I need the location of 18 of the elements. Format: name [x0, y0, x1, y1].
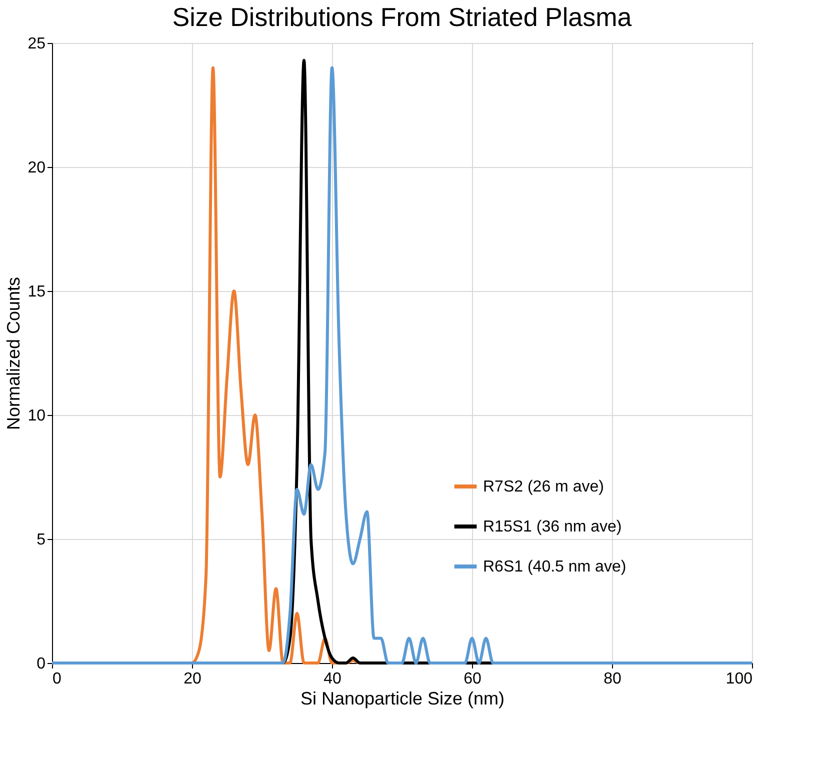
y-axis-title: Normalized Counts	[4, 276, 24, 430]
legend-label: R15S1 (36 nm ave)	[483, 518, 622, 536]
y-tick-label: 25	[28, 36, 46, 52]
x-axis-title: Si Nanoparticle Size (nm)	[300, 688, 505, 708]
x-tick-label: 100	[726, 670, 753, 688]
x-tick-label: 60	[464, 670, 482, 688]
y-tick-label: 5	[36, 532, 46, 548]
y-tick-label: 0	[36, 656, 46, 672]
legend-label: R6S1 (40.5 nm ave)	[483, 558, 626, 576]
x-tick-label: 80	[604, 670, 622, 688]
y-tick-label: 15	[28, 284, 46, 300]
chart-title: Size Distributions From Striated Plasma	[172, 2, 632, 32]
legend-label: R7S2 (26 m ave)	[483, 478, 604, 496]
x-tick-label: 0	[52, 670, 62, 688]
x-tick-label: 40	[324, 670, 342, 688]
y-tick-label: 10	[28, 408, 46, 424]
x-tick-label: 20	[184, 670, 202, 688]
y-tick-label: 20	[28, 160, 46, 176]
